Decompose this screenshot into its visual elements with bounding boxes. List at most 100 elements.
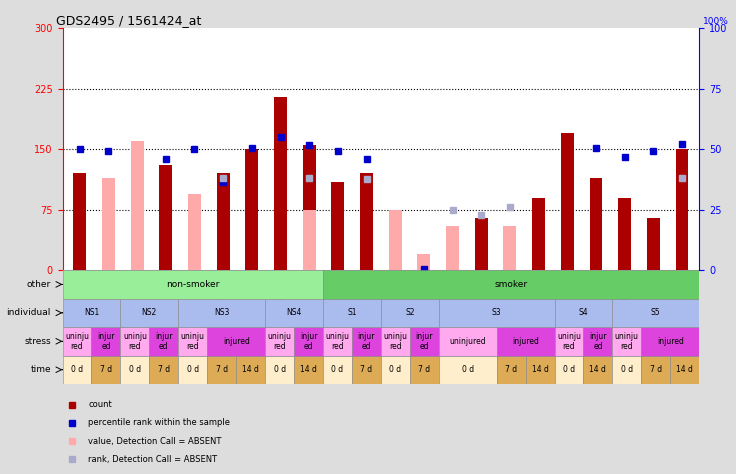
Bar — [497, 356, 526, 384]
Bar — [331, 182, 344, 270]
Bar — [670, 356, 699, 384]
Text: 14 d: 14 d — [242, 365, 259, 374]
Text: value, Detection Call = ABSENT: value, Detection Call = ABSENT — [88, 437, 222, 446]
Bar — [121, 356, 149, 384]
Text: NS2: NS2 — [142, 309, 157, 317]
Text: 14 d: 14 d — [300, 365, 317, 374]
Text: injur
ed: injur ed — [416, 332, 433, 351]
Text: 0 d: 0 d — [71, 365, 83, 374]
Bar — [381, 299, 439, 327]
Text: uninju
red: uninju red — [615, 332, 639, 351]
Bar — [439, 299, 554, 327]
Text: count: count — [88, 400, 112, 409]
Text: 14 d: 14 d — [531, 365, 548, 374]
Text: 7 d: 7 d — [216, 365, 227, 374]
Bar — [417, 254, 431, 270]
Text: 7 d: 7 d — [361, 365, 372, 374]
Bar — [352, 356, 381, 384]
Bar — [149, 356, 178, 384]
Text: NS1: NS1 — [84, 309, 99, 317]
Text: injur
ed: injur ed — [300, 332, 317, 351]
Text: 7 d: 7 d — [158, 365, 170, 374]
Text: uninju
red: uninju red — [325, 332, 350, 351]
Text: uninju
red: uninju red — [123, 332, 147, 351]
Bar — [554, 356, 584, 384]
Bar — [294, 356, 323, 384]
Bar — [63, 327, 91, 356]
Text: 0 d: 0 d — [620, 365, 633, 374]
Bar — [676, 149, 688, 270]
Text: 0 d: 0 d — [389, 365, 401, 374]
Text: 0 d: 0 d — [331, 365, 344, 374]
Bar — [410, 356, 439, 384]
Bar — [265, 356, 294, 384]
Bar — [160, 165, 172, 270]
Bar — [74, 173, 86, 270]
Bar — [63, 270, 323, 299]
Text: percentile rank within the sample: percentile rank within the sample — [88, 419, 230, 427]
Bar — [302, 146, 316, 270]
Bar — [323, 270, 699, 299]
Text: NS4: NS4 — [286, 309, 302, 317]
Text: uninjured: uninjured — [450, 337, 486, 346]
Text: time: time — [30, 365, 51, 374]
Text: 7 d: 7 d — [418, 365, 431, 374]
Bar — [554, 299, 612, 327]
Text: 7 d: 7 d — [650, 365, 662, 374]
Bar — [265, 327, 294, 356]
Text: smoker: smoker — [495, 280, 528, 289]
Bar — [131, 141, 144, 270]
Bar — [532, 198, 545, 270]
Bar — [497, 327, 554, 356]
Bar — [439, 356, 497, 384]
Text: 0 d: 0 d — [129, 365, 141, 374]
Bar — [618, 198, 631, 270]
Text: 0 d: 0 d — [187, 365, 199, 374]
Bar — [612, 356, 641, 384]
Text: uninju
red: uninju red — [557, 332, 581, 351]
Bar — [323, 356, 352, 384]
Text: stress: stress — [24, 337, 51, 346]
Bar — [561, 133, 574, 270]
Bar — [121, 299, 178, 327]
Text: injured: injured — [512, 337, 539, 346]
Bar — [389, 210, 402, 270]
Text: uninju
red: uninju red — [268, 332, 291, 351]
Bar — [91, 356, 121, 384]
Text: 14 d: 14 d — [590, 365, 606, 374]
Text: injur
ed: injur ed — [97, 332, 115, 351]
Text: S5: S5 — [651, 309, 661, 317]
Bar — [178, 299, 265, 327]
Bar — [641, 327, 699, 356]
Bar — [63, 356, 91, 384]
Bar — [323, 299, 381, 327]
Bar — [446, 226, 459, 270]
Bar — [503, 226, 517, 270]
Bar — [381, 327, 410, 356]
Bar — [149, 327, 178, 356]
Bar — [641, 356, 670, 384]
Text: S3: S3 — [492, 309, 501, 317]
Text: uninju
red: uninju red — [383, 332, 407, 351]
Text: S4: S4 — [578, 309, 588, 317]
Text: other: other — [26, 280, 51, 289]
Text: uninju
red: uninju red — [181, 332, 205, 351]
Bar — [360, 173, 373, 270]
Text: GDS2495 / 1561424_at: GDS2495 / 1561424_at — [56, 14, 202, 27]
Bar — [178, 327, 208, 356]
Text: 0 d: 0 d — [563, 365, 575, 374]
Text: injur
ed: injur ed — [589, 332, 606, 351]
Bar — [410, 327, 439, 356]
Bar — [294, 327, 323, 356]
Bar — [647, 218, 659, 270]
Bar — [63, 299, 121, 327]
Bar — [236, 356, 265, 384]
Text: 14 d: 14 d — [676, 365, 693, 374]
Text: S2: S2 — [405, 309, 414, 317]
Bar — [188, 194, 201, 270]
Bar — [475, 218, 488, 270]
Bar — [208, 327, 265, 356]
Bar — [590, 178, 602, 270]
Text: injured: injured — [223, 337, 250, 346]
Bar — [91, 327, 121, 356]
